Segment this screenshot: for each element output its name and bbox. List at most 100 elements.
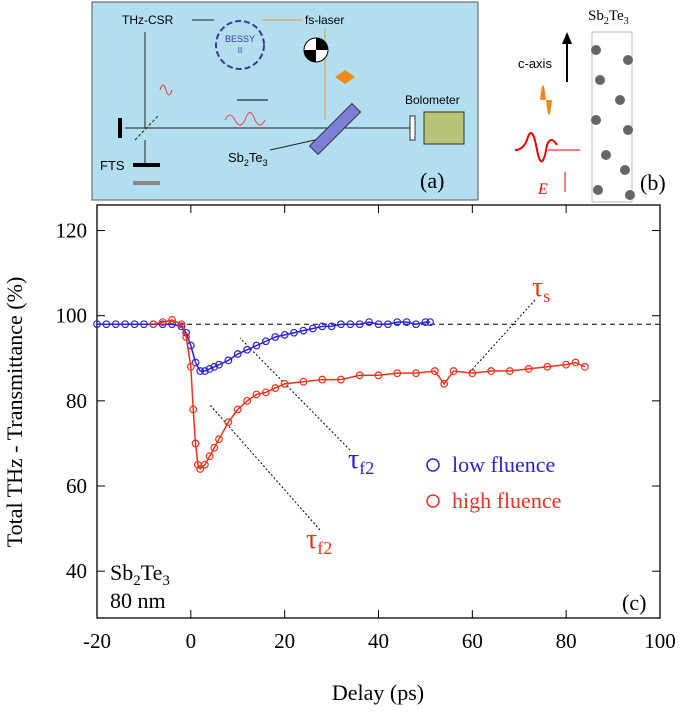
sample-label: 80 nm <box>110 588 166 613</box>
annotation: τf2 <box>348 444 374 478</box>
data-point <box>196 367 205 375</box>
panel-label: (b) <box>640 170 666 195</box>
data-point <box>524 365 533 373</box>
sample-label: Sb2Te3 <box>110 560 170 589</box>
bolometer <box>423 111 465 145</box>
label: fs-laser <box>305 13 344 27</box>
data-point <box>393 318 402 326</box>
data-point <box>355 371 364 380</box>
legend-marker <box>426 458 440 472</box>
data-point <box>468 369 477 378</box>
arrow <box>562 32 572 44</box>
label: BESSY <box>225 34 255 44</box>
label: Sb2Te3 <box>228 150 268 168</box>
ring <box>215 20 265 70</box>
fit-line <box>153 319 586 471</box>
data-point <box>430 367 439 375</box>
data-point <box>224 418 233 427</box>
pulse <box>540 85 552 115</box>
data-point <box>186 362 195 371</box>
data-point <box>374 371 383 380</box>
y-tick-label: 100 <box>56 304 88 328</box>
data-point <box>93 320 101 329</box>
data-point <box>440 379 449 388</box>
data-point <box>308 324 317 333</box>
annotation: τf2 <box>306 524 332 558</box>
data-point <box>191 439 200 448</box>
crystal-diagram: Sb2Te3 c-axis E (b) <box>514 8 666 203</box>
data-point <box>318 322 327 331</box>
data-point <box>318 375 327 384</box>
data-point <box>205 365 214 373</box>
label: c-axis <box>518 56 552 71</box>
pulse <box>514 131 558 163</box>
data-point <box>449 367 458 375</box>
data-point <box>337 375 345 384</box>
data-point <box>252 341 261 350</box>
data-point <box>243 345 252 354</box>
leader <box>269 139 316 151</box>
x-tick-label: 60 <box>462 629 483 653</box>
pulse <box>335 70 355 84</box>
pulse <box>224 112 266 126</box>
x-tick-label: -20 <box>83 629 111 653</box>
data-point <box>299 326 308 335</box>
x-tick-label: 80 <box>556 629 577 653</box>
plot-frame <box>96 204 661 619</box>
data-point <box>215 435 223 444</box>
data-point <box>327 322 336 331</box>
data-point <box>140 320 148 329</box>
panel-label: (a) <box>420 168 444 193</box>
data-point <box>168 320 176 329</box>
sample <box>308 102 362 156</box>
x-tick-label: 20 <box>274 629 295 653</box>
data-point <box>201 367 209 375</box>
setup-diagram: THz-CSR fs-laser BESSY II Bolometer FTS … <box>91 1 479 201</box>
data-point <box>243 396 252 405</box>
data-point <box>252 390 261 399</box>
data-point <box>280 330 289 339</box>
label: II <box>238 46 242 55</box>
data-point <box>271 384 280 392</box>
data-point <box>383 320 392 329</box>
data-point <box>271 333 280 341</box>
data-point <box>210 443 219 452</box>
label: Sb2Te3 <box>588 8 629 27</box>
data-point <box>111 320 120 329</box>
data-point <box>121 320 130 329</box>
data-point <box>149 320 158 329</box>
data-point <box>205 452 214 461</box>
data-point <box>210 362 219 371</box>
data-point <box>215 360 223 369</box>
label: Bolometer <box>405 93 460 107</box>
atoms <box>591 45 635 200</box>
data-point <box>224 356 233 365</box>
fit-line <box>97 321 431 372</box>
y-tick-label: 40 <box>66 559 87 583</box>
data-point <box>543 362 552 371</box>
data-point <box>168 316 176 324</box>
data-point <box>355 320 364 329</box>
data-point <box>290 328 298 337</box>
data-point <box>412 369 420 378</box>
data-point <box>581 362 589 371</box>
data-point <box>346 320 355 329</box>
data-point <box>505 367 514 375</box>
data-point <box>233 350 242 358</box>
data-point <box>262 388 270 397</box>
data-point <box>412 320 420 329</box>
label: E <box>537 181 548 198</box>
data-point <box>487 367 496 375</box>
data-point <box>299 377 308 386</box>
data-point <box>102 320 111 329</box>
data-point <box>421 318 430 326</box>
annotation: τs <box>532 272 550 306</box>
data-point <box>426 318 435 326</box>
x-tick-label: 100 <box>644 629 676 653</box>
pulse <box>159 84 173 96</box>
x-axis-label: Delay (ps) <box>332 680 424 705</box>
data-point <box>158 320 167 329</box>
y-axis-label: Total THz - Transmittance (%) <box>2 277 27 548</box>
data-point <box>571 358 580 367</box>
